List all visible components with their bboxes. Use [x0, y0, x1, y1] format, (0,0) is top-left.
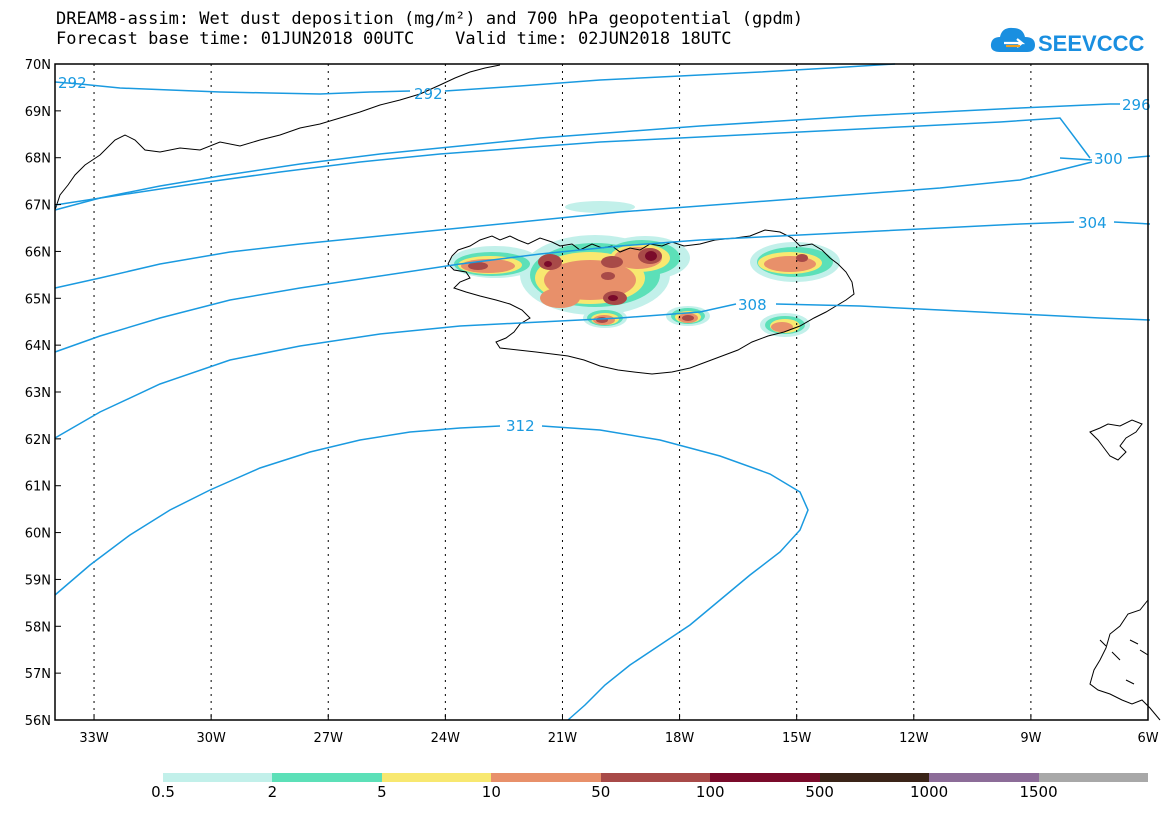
- contour-label-296: 296: [1122, 96, 1151, 114]
- lon-label: 6W: [1137, 731, 1158, 746]
- lat-label: 56N: [25, 714, 51, 729]
- greenland-coastline: [54, 64, 501, 211]
- lat-label: 63N: [25, 386, 51, 401]
- colorbar-segment: [1038, 773, 1148, 782]
- lat-label: 59N: [25, 573, 51, 588]
- contour-304: [54, 221, 1075, 353]
- uk-islands: [1099, 639, 1149, 685]
- colorbar-segment: [929, 773, 1039, 782]
- lat-label: 68N: [25, 152, 51, 167]
- contour-296: [54, 103, 1111, 211]
- contour-312-east: [541, 425, 809, 721]
- colorbar-segment: [600, 773, 711, 782]
- lat-label: 61N: [25, 480, 51, 495]
- lon-label: 12W: [899, 731, 929, 746]
- lat-label: 65N: [25, 292, 51, 307]
- graticule: [93, 64, 1032, 720]
- colorbar-segment: [163, 773, 273, 782]
- colorbar-segment: [491, 773, 601, 782]
- contour-labels: 292 292 296 300 304 308 312: [58, 74, 1151, 435]
- colorbar-label: 0.5: [151, 783, 175, 801]
- lon-label: 27W: [314, 731, 344, 746]
- lat-label: 69N: [25, 105, 51, 120]
- lon-labels: 33W 30W 27W 24W 21W 18W 15W 12W 9W 6W: [79, 731, 1158, 746]
- dust-deposition-field: [450, 201, 840, 337]
- lat-label: 58N: [25, 620, 51, 635]
- contour-312-west: [54, 425, 501, 596]
- cloud-icon: [990, 27, 1035, 52]
- contour-304-east: [1113, 221, 1151, 225]
- lon-label: 21W: [548, 731, 578, 746]
- lat-label: 67N: [25, 199, 51, 214]
- colorbar-segment: [381, 773, 492, 782]
- lon-label: 33W: [79, 731, 109, 746]
- coastlines: [54, 64, 1161, 721]
- lon-label: 18W: [665, 731, 695, 746]
- colorbar-label: 50: [591, 783, 611, 801]
- contour-308-east: [775, 303, 1151, 321]
- logo-text: SEEVCCC: [1038, 31, 1144, 56]
- map-title-line-2: Forecast base time: 01JUN2018 00UTC Vali…: [56, 29, 732, 49]
- colorbar-label: 10: [481, 783, 501, 801]
- colorbar-label: 1000: [910, 783, 949, 801]
- colorbar-label: 100: [695, 783, 725, 801]
- contour-300: [54, 117, 1091, 206]
- lat-label: 70N: [25, 58, 51, 73]
- map-title-line-1: DREAM8-assim: Wet dust deposition (mg/m²…: [56, 9, 804, 29]
- lat-label: 60N: [25, 527, 51, 542]
- scotland-coastline: [1089, 599, 1161, 721]
- contour-label-292-east: 292: [414, 85, 443, 103]
- contour-label-308: 308: [738, 296, 767, 314]
- lat-label: 64N: [25, 339, 51, 354]
- lon-label: 30W: [196, 731, 226, 746]
- contour-label-312: 312: [506, 417, 535, 435]
- geopotential-contours: [54, 63, 1151, 721]
- lat-label: 57N: [25, 667, 51, 682]
- lon-label: 9W: [1020, 731, 1041, 746]
- lat-label: 62N: [25, 433, 51, 448]
- colorbar-label: 500: [805, 783, 834, 801]
- colorbar-segment: [819, 773, 930, 782]
- lon-label: 15W: [782, 731, 812, 746]
- seevccc-logo: SEEVCCC: [990, 27, 1144, 56]
- faroes-coastline: [1089, 419, 1143, 461]
- contour-292-west: [54, 81, 411, 95]
- contour-label-304: 304: [1078, 214, 1107, 232]
- contour-292-east: [444, 63, 896, 92]
- colorbar-label: 1500: [1019, 783, 1058, 801]
- lat-labels: 70N 69N 68N 67N 66N 65N 64N 63N 62N 61N 60N 59N 58N 5…: [25, 58, 51, 729]
- lon-label: 24W: [431, 731, 461, 746]
- contour-label-292-west: 292: [58, 74, 87, 92]
- contour-300b: [54, 161, 1093, 289]
- map-frame: [54, 63, 1149, 721]
- colorbar-segment: [710, 773, 820, 782]
- colorbar-label: 2: [267, 783, 278, 801]
- contour-label-300: 300: [1094, 150, 1123, 168]
- contour-308: [54, 303, 737, 439]
- colorbar-label: 5: [377, 783, 387, 801]
- axis-ticks: [55, 63, 1149, 721]
- contour-300-east: [1059, 155, 1151, 161]
- colorbar-segment: [272, 773, 382, 782]
- lat-label: 66N: [25, 245, 51, 260]
